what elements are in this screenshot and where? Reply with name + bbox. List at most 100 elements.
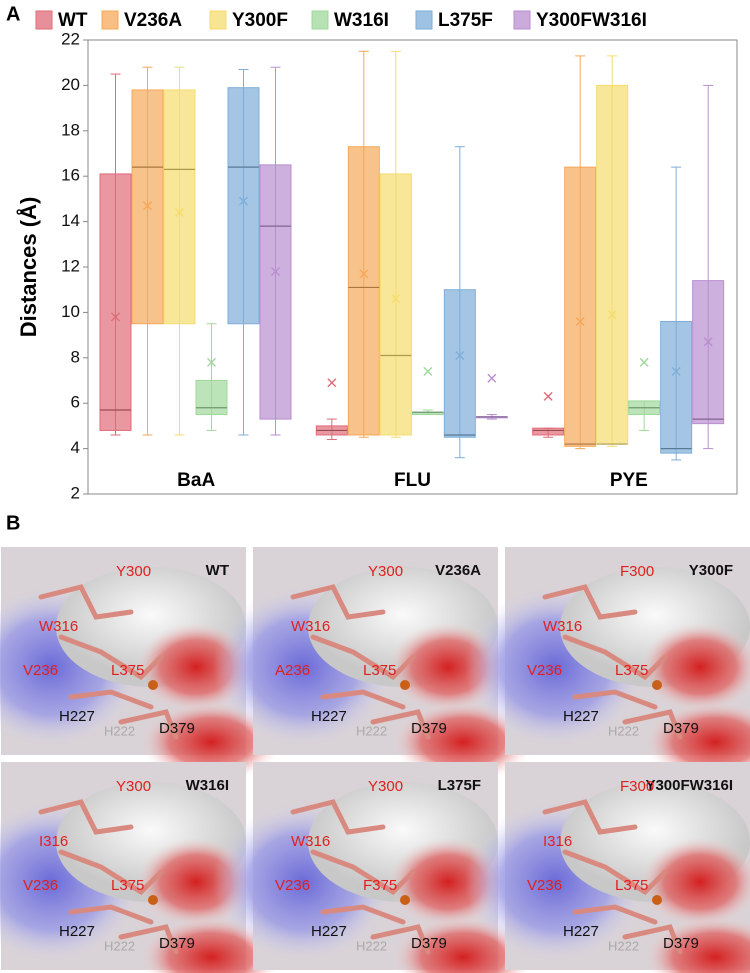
- y-axis-label: Distances (Å): [15, 197, 41, 338]
- structure-panel: L375F Y300 W316 V236 F375 H227 H222 D379: [213, 762, 533, 973]
- red-surface: [640, 837, 750, 927]
- panel-title: Y300FW316I: [645, 777, 733, 794]
- mean-marker: [607, 310, 617, 320]
- y-tick-label: 20: [61, 75, 80, 94]
- box: [660, 320, 693, 454]
- residue-label: H222: [104, 938, 135, 953]
- y-tick-label: 22: [61, 29, 80, 48]
- legend-label: WT: [58, 10, 88, 31]
- box: [443, 289, 476, 438]
- panel-label: A: [6, 3, 20, 25]
- residue-label: L375: [363, 662, 396, 679]
- legend-swatch: [513, 10, 531, 30]
- residue-label: W316: [39, 618, 78, 635]
- y-tick-label: 12: [61, 256, 80, 275]
- residue-label: H222: [356, 938, 387, 953]
- mean-marker: [391, 294, 401, 304]
- y-tick-label: 16: [61, 166, 80, 185]
- panel-title: W316I: [186, 777, 229, 794]
- legend-label: L375F: [438, 10, 493, 31]
- legend-label: V236A: [124, 10, 182, 31]
- iron: [148, 680, 158, 690]
- residue-label: H222: [356, 723, 387, 738]
- mean-marker: [207, 357, 216, 367]
- residue-label: D379: [159, 935, 195, 952]
- residue-label: V236: [527, 877, 562, 894]
- box: [692, 280, 725, 425]
- iron: [400, 895, 410, 905]
- mean-marker: [703, 337, 713, 347]
- iron: [652, 895, 662, 905]
- y-tick-label: 10: [61, 302, 80, 321]
- mean-marker: [359, 269, 369, 279]
- iron: [652, 680, 662, 690]
- panel-label: B: [6, 512, 20, 534]
- red-surface: [645, 702, 750, 782]
- x-tick-label: BaA: [177, 470, 215, 491]
- legend-swatch: [209, 10, 227, 30]
- legend-swatch: [311, 10, 329, 30]
- residue-sticks: [542, 584, 683, 740]
- box: [347, 146, 380, 436]
- residue-sticks: [542, 799, 683, 955]
- residue-label: L375: [111, 877, 144, 894]
- mean-marker: [239, 196, 248, 206]
- y-tick-label: 2: [71, 483, 80, 502]
- residue-label: Y300: [116, 563, 151, 580]
- box: [532, 427, 565, 436]
- box: [564, 166, 597, 447]
- y-tick-label: 18: [61, 120, 80, 139]
- residue-label: W316: [291, 833, 330, 850]
- residue-label: H222: [104, 723, 135, 738]
- residue-label: V236: [275, 877, 310, 894]
- residue-label: H222: [608, 938, 639, 953]
- box: [227, 87, 260, 325]
- residue-label: H227: [563, 923, 599, 940]
- residue-label: H222: [608, 723, 639, 738]
- residue-label: D379: [411, 935, 447, 952]
- residue-label: L375: [615, 877, 648, 894]
- residue-label: H227: [311, 708, 347, 725]
- residue-label: A236: [275, 662, 310, 679]
- legend-label: Y300F: [232, 10, 288, 31]
- residue-label: W316: [291, 618, 330, 635]
- panel-title: WT: [206, 562, 229, 579]
- residue-label: D379: [663, 720, 699, 737]
- box: [99, 173, 132, 431]
- legend-swatch: [101, 10, 119, 30]
- mean-marker: [175, 208, 184, 218]
- residue-label: W316: [543, 618, 582, 635]
- panel-title: Y300F: [689, 562, 733, 579]
- iron: [148, 895, 158, 905]
- mean-marker: [111, 312, 120, 322]
- residue-label: V236: [23, 877, 58, 894]
- residue-sticks: [290, 584, 431, 740]
- residue-sticks: [38, 584, 179, 740]
- mean-marker: [327, 378, 337, 388]
- panel-title: L375F: [438, 777, 481, 794]
- mean-marker: [671, 366, 681, 376]
- mean-marker: [423, 366, 433, 376]
- residue-label: D379: [663, 935, 699, 952]
- residue-label: D379: [411, 720, 447, 737]
- box: [379, 173, 412, 436]
- mean-marker: [543, 391, 553, 401]
- structure-panel: W316I Y300 I316 V236 L375 H227 H222 D379: [0, 762, 281, 973]
- box: [259, 164, 292, 420]
- structure-panel: WT Y300 W316 V236 L375 H227 H222 D379: [0, 547, 281, 782]
- residue-label: H227: [563, 708, 599, 725]
- legend-label: Y300FW316I: [536, 10, 647, 31]
- mean-marker: [455, 351, 465, 361]
- x-tick-label: PYE: [610, 470, 648, 491]
- residue-label: L375: [111, 662, 144, 679]
- residue-label: F300: [620, 563, 654, 580]
- residue-label: F300: [620, 778, 654, 795]
- y-tick-label: 4: [71, 438, 80, 457]
- residue-label: I316: [543, 833, 572, 850]
- mean-marker: [487, 373, 497, 383]
- residue-label: I316: [39, 833, 68, 850]
- legend-swatch: [415, 10, 433, 30]
- mean-marker: [143, 201, 152, 211]
- panel-title: V236A: [435, 562, 481, 579]
